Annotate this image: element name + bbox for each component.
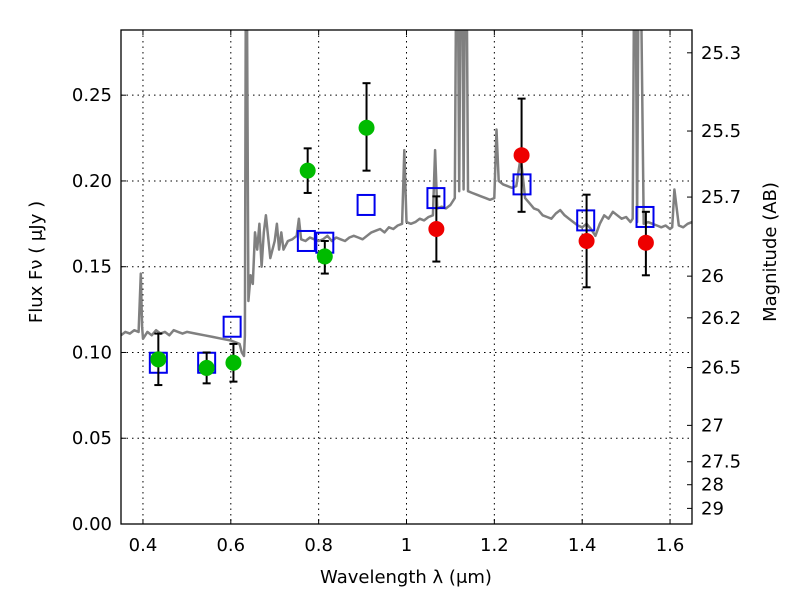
model-photometry-square: [296, 229, 316, 252]
x-tick-label: 1.2: [480, 535, 509, 556]
data-point: [316, 248, 333, 265]
right-tick-label: 26.2: [701, 308, 741, 329]
x-tick-label: 1.4: [568, 535, 597, 556]
data-point: [150, 351, 167, 368]
y-tick-label: 0.00: [72, 514, 112, 535]
right-tick-label: 26.5: [701, 358, 741, 379]
data-point: [637, 234, 654, 251]
right-tick-label: 27.5: [701, 452, 741, 473]
markers-layer: [148, 82, 655, 387]
spectrum-line: [121, 30, 692, 358]
right-tick-label: 28: [701, 475, 724, 496]
data-point: [358, 119, 375, 136]
x-tick-label: 0.6: [216, 535, 245, 556]
y-axis-title: Flux Fν ( μJy ): [26, 201, 47, 323]
y-tick-label: 0.25: [72, 85, 112, 106]
data-point: [513, 147, 530, 164]
y-tick-label: 0.20: [72, 171, 112, 192]
model-photometry-square: [222, 315, 242, 338]
right-tick-label: 27: [701, 415, 724, 436]
x-tick-label: 1.6: [656, 535, 685, 556]
data-point: [578, 232, 595, 249]
right-tick-label: 25.3: [701, 43, 741, 64]
x-tick-label: 0.8: [304, 535, 333, 556]
model-photometry-square: [356, 193, 376, 216]
spectrum-layer: [121, 30, 692, 358]
right-tick-label: 25.7: [701, 187, 741, 208]
data-point: [428, 220, 445, 237]
x-axis: 0.4 0.6 0.8 1 1.2 1.4 1.6: [129, 30, 685, 556]
x-tick-label: 1: [401, 535, 412, 556]
data-point: [198, 359, 215, 376]
y-axis-left: 0.00 0.05 0.10 0.15 0.20 0.25: [72, 85, 126, 535]
data-point: [225, 354, 242, 371]
y-tick-label: 0.05: [72, 428, 112, 449]
right-tick-label: 26: [701, 266, 724, 287]
y-tick-label: 0.10: [72, 342, 112, 363]
x-axis-title: Wavelength λ (μm): [320, 567, 492, 588]
right-tick-label: 25.5: [701, 121, 741, 142]
x-tick-label: 0.4: [129, 535, 158, 556]
y-tick-label: 0.15: [72, 257, 112, 278]
data-point: [299, 162, 316, 179]
right-axis-title: Magnitude (AB): [760, 182, 781, 322]
right-tick-label: 29: [701, 498, 724, 519]
